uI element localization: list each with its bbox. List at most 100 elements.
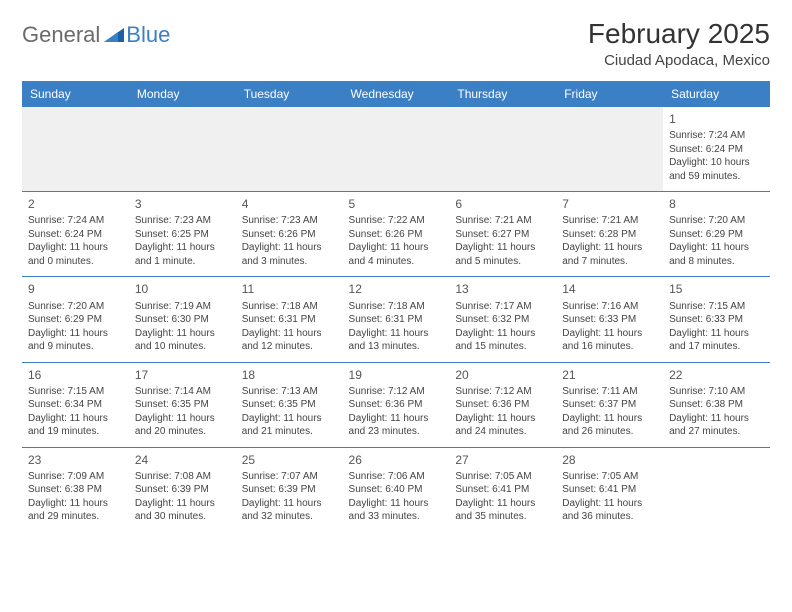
sunset-line: Sunset: 6:30 PM [135, 313, 230, 327]
sunset-line: Sunset: 6:26 PM [349, 228, 444, 242]
calendar-week-row: 2Sunrise: 7:24 AMSunset: 6:24 PMDaylight… [22, 192, 770, 277]
day-number: 21 [562, 367, 657, 383]
calendar-day-cell: 9Sunrise: 7:20 AMSunset: 6:29 PMDaylight… [22, 277, 129, 362]
calendar-day-cell: 2Sunrise: 7:24 AMSunset: 6:24 PMDaylight… [22, 192, 129, 277]
sunrise-line: Sunrise: 7:10 AM [669, 385, 764, 399]
sunset-line: Sunset: 6:36 PM [349, 398, 444, 412]
daylight-line: Daylight: 11 hours and 23 minutes. [349, 412, 444, 439]
calendar-day-cell: 15Sunrise: 7:15 AMSunset: 6:33 PMDayligh… [663, 277, 770, 362]
sunrise-line: Sunrise: 7:07 AM [242, 470, 337, 484]
calendar-day-cell: 22Sunrise: 7:10 AMSunset: 6:38 PMDayligh… [663, 362, 770, 447]
daylight-line: Daylight: 11 hours and 16 minutes. [562, 327, 657, 354]
sunset-line: Sunset: 6:33 PM [562, 313, 657, 327]
day-header: Monday [129, 81, 236, 107]
sunrise-line: Sunrise: 7:15 AM [669, 300, 764, 314]
daylight-line: Daylight: 11 hours and 0 minutes. [28, 241, 123, 268]
calendar-day-cell: 8Sunrise: 7:20 AMSunset: 6:29 PMDaylight… [663, 192, 770, 277]
daylight-line: Daylight: 11 hours and 17 minutes. [669, 327, 764, 354]
daylight-line: Daylight: 11 hours and 9 minutes. [28, 327, 123, 354]
sunset-line: Sunset: 6:38 PM [669, 398, 764, 412]
day-header: Wednesday [343, 81, 450, 107]
sunrise-line: Sunrise: 7:12 AM [349, 385, 444, 399]
day-number: 16 [28, 367, 123, 383]
sunset-line: Sunset: 6:35 PM [135, 398, 230, 412]
sunset-line: Sunset: 6:37 PM [562, 398, 657, 412]
day-number: 13 [455, 281, 550, 297]
day-number: 25 [242, 452, 337, 468]
sunset-line: Sunset: 6:25 PM [135, 228, 230, 242]
sunset-line: Sunset: 6:24 PM [28, 228, 123, 242]
calendar-day-cell: 19Sunrise: 7:12 AMSunset: 6:36 PMDayligh… [343, 362, 450, 447]
calendar-day-cell [343, 107, 450, 192]
sunrise-line: Sunrise: 7:18 AM [349, 300, 444, 314]
day-number: 22 [669, 367, 764, 383]
day-number: 10 [135, 281, 230, 297]
sunset-line: Sunset: 6:40 PM [349, 483, 444, 497]
sunrise-line: Sunrise: 7:16 AM [562, 300, 657, 314]
calendar-day-cell: 25Sunrise: 7:07 AMSunset: 6:39 PMDayligh… [236, 447, 343, 532]
daylight-line: Daylight: 11 hours and 19 minutes. [28, 412, 123, 439]
day-number: 6 [455, 196, 550, 212]
sunrise-line: Sunrise: 7:11 AM [562, 385, 657, 399]
calendar-day-cell: 21 Sunrise: 7:11 AMSunset: 6:37 PMDayligh… [556, 362, 663, 447]
sunset-line: Sunset: 6:28 PM [562, 228, 657, 242]
daylight-line: Daylight: 11 hours and 26 minutes. [562, 412, 657, 439]
sunrise-line: Sunrise: 7:24 AM [669, 129, 764, 143]
sunrise-line: Sunrise: 7:21 AM [455, 214, 550, 228]
day-number: 18 [242, 367, 337, 383]
daylight-line: Daylight: 11 hours and 5 minutes. [455, 241, 550, 268]
sunrise-line: Sunrise: 7:08 AM [135, 470, 230, 484]
sunset-line: Sunset: 6:24 PM [669, 143, 764, 157]
calendar-day-cell: 11Sunrise: 7:18 AMSunset: 6:31 PMDayligh… [236, 277, 343, 362]
sunrise-line: Sunrise: 7:13 AM [242, 385, 337, 399]
sunrise-line: Sunrise: 7:14 AM [135, 385, 230, 399]
calendar-day-cell [449, 107, 556, 192]
calendar-day-cell: 13Sunrise: 7:17 AMSunset: 6:32 PMDayligh… [449, 277, 556, 362]
calendar-day-cell: 12Sunrise: 7:18 AMSunset: 6:31 PMDayligh… [343, 277, 450, 362]
sunset-line: Sunset: 6:32 PM [455, 313, 550, 327]
sunset-line: Sunset: 6:38 PM [28, 483, 123, 497]
sunrise-line: Sunrise: 7:23 AM [242, 214, 337, 228]
calendar-table: Sunday Monday Tuesday Wednesday Thursday… [22, 81, 770, 532]
calendar-day-cell: 3Sunrise: 7:23 AMSunset: 6:25 PMDaylight… [129, 192, 236, 277]
sunset-line: Sunset: 6:31 PM [349, 313, 444, 327]
calendar-day-cell: 4Sunrise: 7:23 AMSunset: 6:26 PMDaylight… [236, 192, 343, 277]
sunset-line: Sunset: 6:35 PM [242, 398, 337, 412]
daylight-line: Daylight: 11 hours and 15 minutes. [455, 327, 550, 354]
sunset-line: Sunset: 6:31 PM [242, 313, 337, 327]
daylight-line: Daylight: 11 hours and 30 minutes. [135, 497, 230, 524]
daylight-line: Daylight: 11 hours and 7 minutes. [562, 241, 657, 268]
day-number: 17 [135, 367, 230, 383]
calendar-day-cell: 5Sunrise: 7:22 AMSunset: 6:26 PMDaylight… [343, 192, 450, 277]
day-header: Friday [556, 81, 663, 107]
sunset-line: Sunset: 6:36 PM [455, 398, 550, 412]
sunset-line: Sunset: 6:34 PM [28, 398, 123, 412]
sunrise-line: Sunrise: 7:12 AM [455, 385, 550, 399]
calendar-day-cell [236, 107, 343, 192]
daylight-line: Daylight: 11 hours and 33 minutes. [349, 497, 444, 524]
sunset-line: Sunset: 6:26 PM [242, 228, 337, 242]
daylight-line: Daylight: 10 hours and 59 minutes. [669, 156, 764, 183]
logo: General Blue [22, 22, 170, 48]
calendar-day-cell: 27Sunrise: 7:05 AMSunset: 6:41 PMDayligh… [449, 447, 556, 532]
daylight-line: Daylight: 11 hours and 36 minutes. [562, 497, 657, 524]
calendar-day-cell: 26Sunrise: 7:06 AMSunset: 6:40 PMDayligh… [343, 447, 450, 532]
daylight-line: Daylight: 11 hours and 1 minute. [135, 241, 230, 268]
calendar-day-cell: 23Sunrise: 7:09 AMSunset: 6:38 PMDayligh… [22, 447, 129, 532]
day-header: Saturday [663, 81, 770, 107]
day-number: 11 [242, 281, 337, 297]
title-block: February 2025 Ciudad Apodaca, Mexico [588, 18, 770, 69]
day-number: 15 [669, 281, 764, 297]
header: General Blue February 2025 Ciudad Apodac… [22, 18, 770, 69]
day-number: 9 [28, 281, 123, 297]
daylight-line: Daylight: 11 hours and 20 minutes. [135, 412, 230, 439]
calendar-day-cell: 18Sunrise: 7:13 AMSunset: 6:35 PMDayligh… [236, 362, 343, 447]
calendar-day-cell: 24Sunrise: 7:08 AMSunset: 6:39 PMDayligh… [129, 447, 236, 532]
calendar-day-cell: 1Sunrise: 7:24 AMSunset: 6:24 PMDaylight… [663, 107, 770, 192]
day-header: Tuesday [236, 81, 343, 107]
calendar-day-cell [129, 107, 236, 192]
calendar-week-row: 1Sunrise: 7:24 AMSunset: 6:24 PMDaylight… [22, 107, 770, 192]
day-number: 23 [28, 452, 123, 468]
day-header: Thursday [449, 81, 556, 107]
daylight-line: Daylight: 11 hours and 10 minutes. [135, 327, 230, 354]
